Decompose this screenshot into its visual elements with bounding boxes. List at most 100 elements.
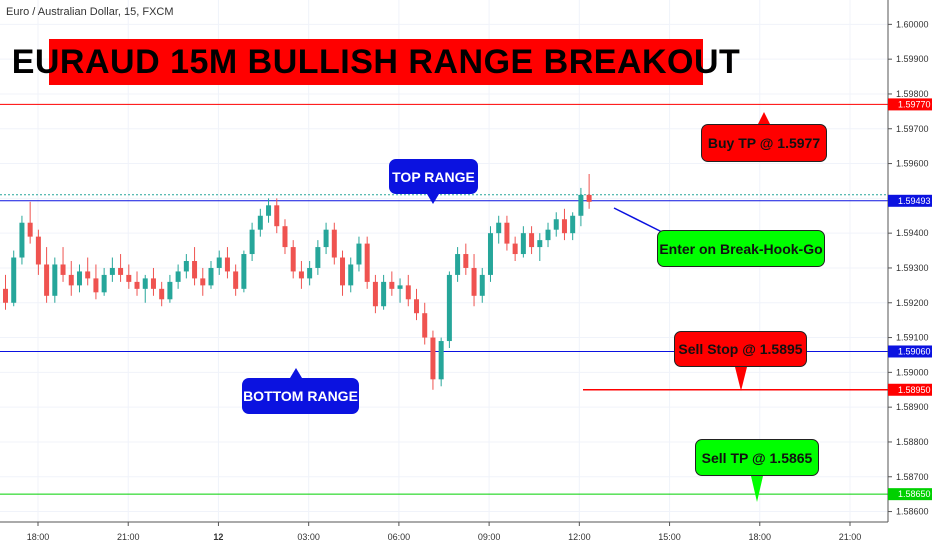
candle <box>85 257 91 286</box>
candle <box>553 212 559 237</box>
candle-body <box>348 264 354 286</box>
candle <box>298 261 304 289</box>
buy-tp-arrow <box>758 112 770 124</box>
candle-body <box>372 281 378 307</box>
candle-body <box>60 264 66 275</box>
candle-body <box>68 274 74 286</box>
candle <box>44 247 50 303</box>
candle-body <box>282 226 288 248</box>
candle <box>101 267 107 296</box>
candle-body <box>142 278 148 289</box>
candle <box>167 274 173 303</box>
candle <box>216 250 222 275</box>
candle-body <box>266 205 272 216</box>
time-axis-bg <box>0 522 932 550</box>
candle <box>224 247 230 279</box>
candle-body <box>109 267 115 275</box>
candle-body <box>93 278 99 293</box>
candle <box>35 229 41 275</box>
enter-label: Enter on Break-Hook-Go <box>659 240 823 257</box>
price-tag-label: 1.59770 <box>898 99 931 109</box>
candle <box>479 267 485 303</box>
price-axis[interactable]: 1.600001.599001.598001.597001.596001.595… <box>887 0 932 550</box>
candle <box>249 222 255 261</box>
candle-body <box>134 281 140 289</box>
candle-body <box>430 337 436 380</box>
top-range-callout: TOP RANGE <box>389 159 478 194</box>
time-axis[interactable]: 18:00 21:00 12 03:00 06:00 09:00 12:00 15:00 18:… <box>0 521 932 550</box>
candle-body <box>167 281 173 300</box>
time-tick-label: 09:00 <box>478 532 501 542</box>
candle-body <box>159 288 165 300</box>
candle <box>290 240 296 279</box>
candle-body <box>35 236 41 265</box>
candle <box>356 236 362 272</box>
candle-body <box>364 243 370 282</box>
price-tick-label: 1.58700 <box>896 472 929 482</box>
candle-body <box>11 257 17 303</box>
candle-body <box>570 215 576 234</box>
candle <box>233 264 239 296</box>
candle <box>274 198 280 234</box>
candle <box>192 247 198 286</box>
candle-body <box>307 267 313 279</box>
candle-body <box>216 257 222 268</box>
sell-tp-label: Sell TP @ 1.5865 <box>701 449 813 466</box>
price-tick-label: 1.59300 <box>896 263 929 273</box>
candle-body <box>578 194 584 216</box>
candle <box>463 243 469 275</box>
candle-body <box>208 267 214 286</box>
candle-body <box>389 281 395 289</box>
candle <box>430 330 436 390</box>
price-tick-label: 1.59200 <box>896 298 929 308</box>
candle-body <box>455 254 461 275</box>
candle <box>487 226 493 282</box>
candle <box>183 254 189 279</box>
candle-body <box>224 257 230 272</box>
candle <box>512 236 518 261</box>
candle-body <box>298 271 304 279</box>
candle <box>455 247 461 282</box>
candle <box>76 264 82 293</box>
candle-body <box>414 299 419 314</box>
candle <box>200 267 206 296</box>
candle <box>397 278 403 303</box>
candle <box>405 274 411 307</box>
price-tag-label: 1.59060 <box>898 346 931 356</box>
candle-body <box>19 222 25 258</box>
candle <box>126 264 132 289</box>
time-tick-label: 03:00 <box>297 532 320 542</box>
price-tick-label: 1.59800 <box>896 89 929 99</box>
candle <box>471 254 477 307</box>
candle-body <box>52 264 58 296</box>
bottom-range-label: BOTTOM RANGE <box>243 388 358 404</box>
candle <box>19 215 25 265</box>
candle-body <box>150 278 156 289</box>
enter-callout: Enter on Break-Hook-Go <box>657 230 825 267</box>
candle-body <box>504 222 510 244</box>
sell-tp-callout: Sell TP @ 1.5865 <box>695 439 819 476</box>
time-tick-label: 18:00 <box>749 532 772 542</box>
candle <box>159 281 165 307</box>
top-range-arrow <box>427 194 439 204</box>
candle <box>11 250 17 307</box>
candle <box>307 261 313 286</box>
candle-body <box>545 229 551 241</box>
candle-body <box>471 267 477 296</box>
candle-body <box>249 229 255 255</box>
candle-body <box>520 233 526 255</box>
candle <box>389 271 395 296</box>
bottom-range-callout: BOTTOM RANGE <box>242 378 359 414</box>
candle-body <box>118 267 124 275</box>
candle <box>52 257 58 303</box>
candle-body <box>175 271 181 282</box>
candle-body <box>257 215 263 230</box>
price-tick-label: 1.59000 <box>896 367 929 377</box>
price-tick-label: 1.60000 <box>896 19 929 29</box>
candle-body <box>241 254 247 289</box>
candle-body <box>405 285 411 300</box>
buy-tp-callout: Buy TP @ 1.5977 <box>701 124 827 162</box>
price-tick-label: 1.59600 <box>896 159 929 169</box>
candle <box>578 187 584 227</box>
